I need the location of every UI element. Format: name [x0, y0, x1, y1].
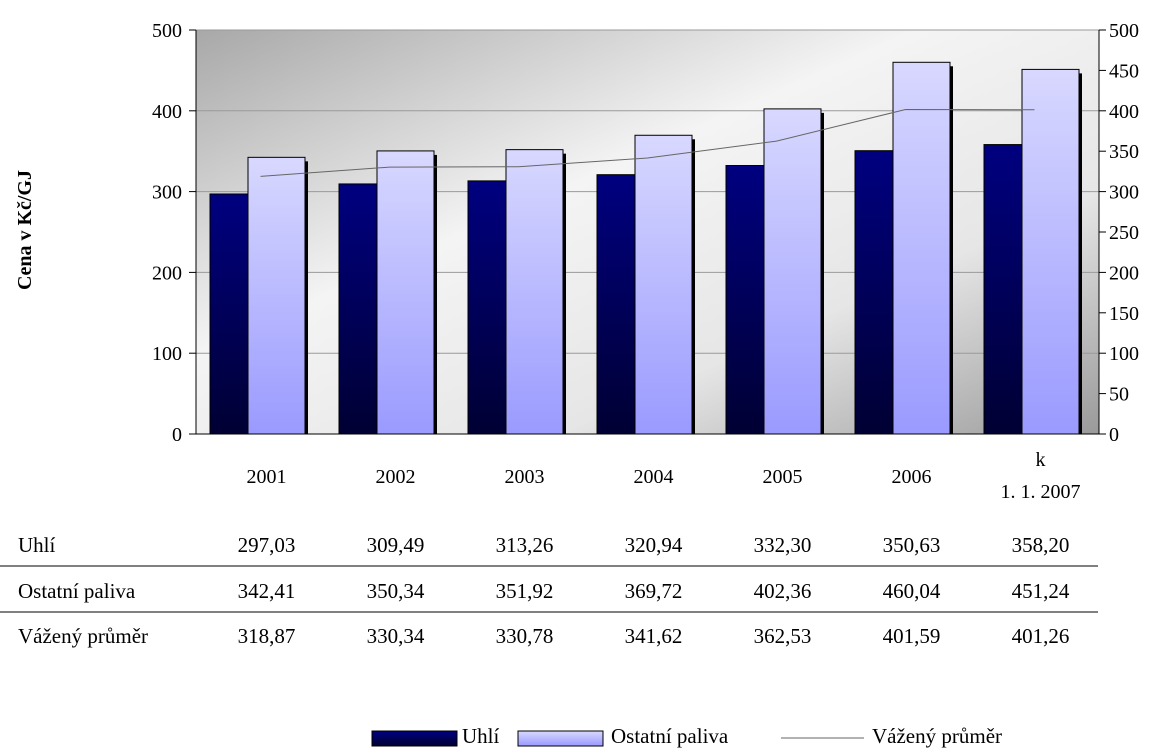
- y-tick-label-right: 450: [1109, 60, 1139, 82]
- y-tick-label-left: 100: [152, 343, 182, 365]
- table-cell: 341,62: [625, 624, 683, 648]
- table-cell: 297,03: [238, 533, 296, 557]
- y-tick-label-right: 350: [1109, 141, 1139, 163]
- table-cell: 350,63: [883, 533, 941, 557]
- y-tick-label-right: 0: [1109, 424, 1119, 446]
- bar-uhli: [983, 144, 1023, 435]
- table-cell: 332,30: [754, 533, 812, 557]
- table-cell: 318,87: [238, 624, 296, 648]
- bar-uhli: [467, 180, 507, 435]
- category-label: 2001: [247, 466, 287, 488]
- series-line-vazeny-prumer: [260, 109, 1035, 177]
- legend-swatch-uhli: [371, 730, 458, 747]
- y-tick-label-right: 200: [1109, 262, 1139, 284]
- table-cell: 369,72: [625, 579, 683, 603]
- y-tick-label-right: 500: [1109, 20, 1139, 42]
- category-label: 2003: [505, 466, 545, 488]
- bar-uhli: [854, 150, 894, 435]
- table-cell: 351,92: [496, 579, 554, 603]
- y-axis-label: Cena v Kč/GJ: [14, 170, 36, 290]
- bar-uhli: [596, 174, 636, 435]
- category-label: 2006: [892, 466, 932, 488]
- table-cell: 402,36: [754, 579, 812, 603]
- table-row-label: Vážený průměr: [18, 624, 148, 648]
- table-cell: 342,41: [238, 579, 296, 603]
- table-cell: 313,26: [496, 533, 554, 557]
- table-row-label: Ostatní paliva: [18, 579, 136, 603]
- table-cell: 330,78: [496, 624, 554, 648]
- y-tick-label-left: 0: [172, 424, 182, 446]
- axes: 0 100 200 300 400 500 0 50 100 150 200 250 300 350 400…: [152, 20, 1139, 446]
- bar-ostatni-paliva: [634, 134, 693, 435]
- category-label: 1. 1. 2007: [1001, 481, 1081, 503]
- data-table: Uhlí 297,03 309,49 313,26 320,94 332,30 350,63…: [0, 533, 1098, 648]
- legend-label-vazeny-prumer: Vážený průměr: [872, 724, 1002, 748]
- category-label: 2004: [634, 466, 674, 488]
- bar-ostatni-paliva: [892, 61, 951, 435]
- bar-uhli: [338, 183, 378, 435]
- legend: Uhlí Ostatní paliva Vážený průměr: [371, 724, 1002, 748]
- y-tick-label-left: 200: [152, 262, 182, 284]
- category-labels: 2001 2002 2003 2004 2005 2006 k 1. 1. 2007: [247, 449, 1081, 503]
- table-cell: 362,53: [754, 624, 812, 648]
- table-cell: 460,04: [883, 579, 941, 603]
- bar-ostatni-paliva: [376, 150, 435, 435]
- bar-uhli: [725, 165, 765, 435]
- y-tick-label-left: 300: [152, 182, 182, 204]
- table-cell: 401,26: [1012, 624, 1070, 648]
- y-tick-label-right: 150: [1109, 303, 1139, 325]
- table-cell: 358,20: [1012, 533, 1070, 557]
- category-label: 2005: [763, 466, 803, 488]
- table-cell: 401,59: [883, 624, 941, 648]
- bar-ostatni-paliva: [247, 156, 306, 435]
- bar-ostatni-paliva: [763, 108, 822, 435]
- y-tick-label-left: 400: [152, 101, 182, 123]
- table-cell: 309,49: [367, 533, 425, 557]
- table-cell: 451,24: [1012, 579, 1070, 603]
- legend-label-ostatni-paliva: Ostatní paliva: [611, 724, 729, 748]
- y-tick-label-right: 100: [1109, 343, 1139, 365]
- table-cell: 330,34: [367, 624, 425, 648]
- table-cell: 350,34: [367, 579, 425, 603]
- y-tick-label-right: 250: [1109, 222, 1139, 244]
- y-tick-label-right: 50: [1109, 384, 1129, 406]
- table-row-label: Uhlí: [18, 533, 56, 557]
- bar-ostatni-paliva: [1021, 68, 1080, 435]
- average-line: [260, 109, 1035, 177]
- y-tick-label-right: 300: [1109, 182, 1139, 204]
- bars: [209, 61, 1082, 435]
- category-label: 2002: [376, 466, 416, 488]
- table-cell: 320,94: [625, 533, 683, 557]
- legend-label-uhli: Uhlí: [462, 724, 500, 748]
- category-label: k: [1036, 449, 1046, 471]
- y-tick-label-left: 500: [152, 20, 182, 42]
- legend-swatch-ostatni-paliva: [517, 730, 604, 747]
- y-tick-label-right: 400: [1109, 101, 1139, 123]
- bar-ostatni-paliva: [505, 149, 564, 435]
- bar-uhli: [209, 193, 249, 435]
